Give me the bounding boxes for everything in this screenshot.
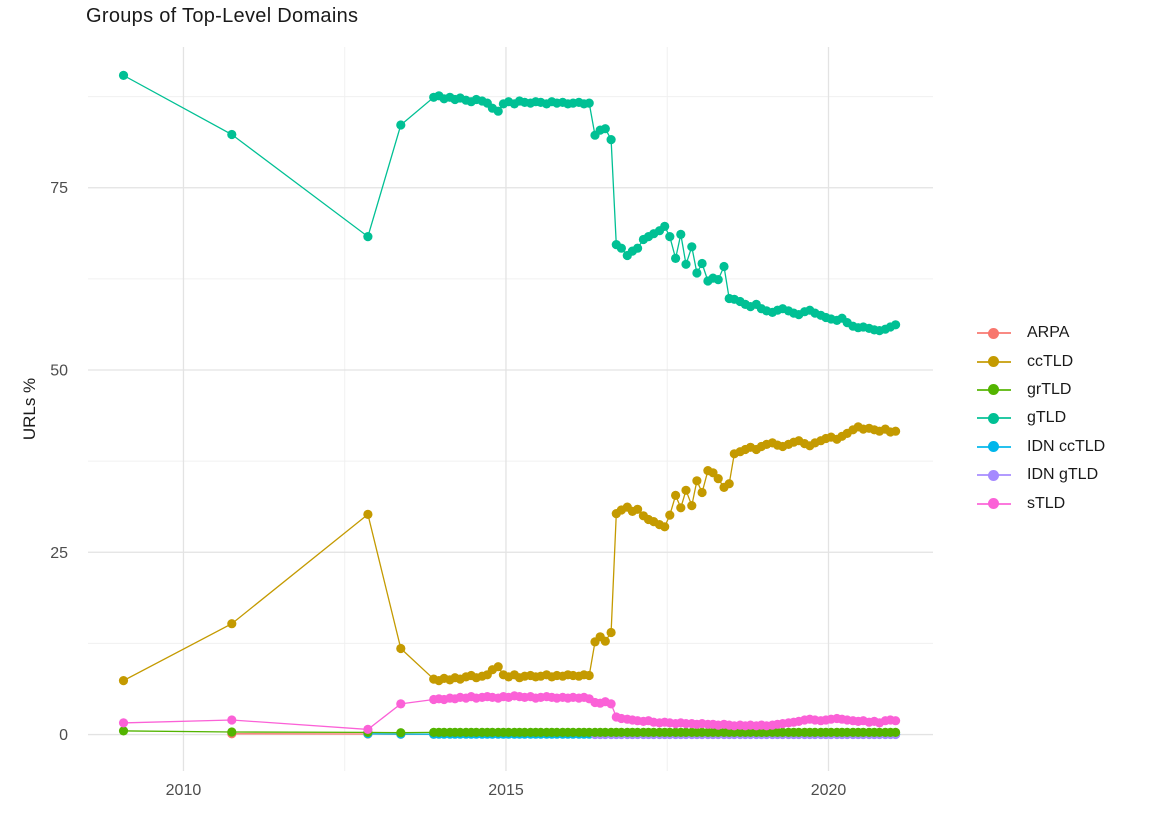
legend-label: ARPA [1027,324,1070,342]
legend-label: ccTLD [1027,352,1074,370]
legend-key-icon [977,441,1011,453]
data-point-cctld [660,522,670,532]
data-point-cctld [692,476,702,486]
legend-label: IDN gTLD [1027,466,1099,484]
data-point-stld [118,718,129,728]
data-point-cctld [724,479,734,489]
legend-item-idn-cctld: IDN ccTLD [977,433,1105,461]
data-point-cctld [363,509,373,519]
data-point-grtld [891,727,901,738]
data-point-stld [227,715,237,725]
series-stld [118,691,901,735]
legend-key-icon [977,327,1011,339]
y-tick-label: 50 [50,362,68,379]
x-tick-label: 2020 [811,782,847,799]
data-point-gtld [697,258,707,269]
data-point-cctld [697,487,707,498]
data-point-gtld [227,129,237,140]
data-point-cctld [396,643,406,654]
legend-key-icon [977,469,1011,481]
data-point-gtld [891,320,901,330]
data-point-cctld [227,619,237,629]
data-point-gtld [660,221,670,231]
axis-tick-labels: 0 25 50 75 2010 2015 2020 [50,180,846,799]
data-point-gtld [493,106,503,116]
data-point-stld [606,699,616,709]
y-tick-label: 25 [50,545,68,562]
data-point-grtld [118,726,129,736]
data-point-gtld [606,135,616,145]
data-point-gtld [584,98,594,108]
data-point-gtld [633,243,643,253]
data-point-gtld [118,70,129,80]
data-point-gtld [687,242,697,252]
legend-label: gTLD [1027,409,1067,427]
data-point-gtld [671,253,681,263]
data-point-cctld [633,504,643,514]
y-tick-label: 75 [50,180,68,197]
legend-item-grtld: grTLD [977,376,1105,404]
data-point-cctld [665,510,675,520]
legend-key-icon [977,384,1011,396]
data-point-stld [396,699,406,709]
data-point-gtld [396,120,406,130]
gridlines-major [88,47,933,771]
x-tick-label: 2010 [166,782,202,799]
y-axis-title: URLs % [20,377,39,441]
data-point-cctld [687,501,697,511]
legend-key-icon [977,498,1011,510]
x-tick-label: 2015 [488,782,524,799]
data-point-gtld [719,261,729,272]
data-point-cctld [118,676,129,686]
legend-label: sTLD [1027,494,1066,512]
gridlines-minor [88,47,933,771]
data-point-cctld [600,636,610,646]
legend-label: grTLD [1027,380,1072,398]
data-point-gtld [681,259,691,269]
data-point-cctld [671,490,681,500]
data-point-gtld [600,124,610,134]
data-point-stld [891,716,901,726]
data-point-stld [363,724,373,735]
data-point-gtld [616,243,627,253]
data-point-gtld [665,232,675,242]
data-point-gtld [676,229,686,239]
legend: ARPA ccTLD grTLD gTLD IDN ccTLD IDN gTLD sTLD [977,319,1105,518]
legend-key-icon [977,412,1011,424]
legend-item-idn-gtld: IDN gTLD [977,461,1105,489]
data-point-cctld [713,474,723,484]
data-point-gtld [713,275,723,285]
series-grtld [118,726,901,738]
data-point-grtld [396,728,406,738]
data-point-cctld [584,670,594,681]
data-point-gtld [363,232,373,242]
chart-title: Groups of Top-Level Domains [86,5,359,27]
data-point-cctld [493,662,503,672]
data-point-cctld [676,503,686,513]
legend-item-gtld: gTLD [977,404,1105,432]
data-point-gtld [692,268,702,278]
data-point-cctld [681,485,691,495]
data-point-cctld [891,426,901,436]
y-tick-label: 0 [59,727,68,744]
series-line-gtld [123,74,896,332]
legend-item-cctld: ccTLD [977,347,1105,375]
data-point-cctld [606,627,616,638]
series-gtld [118,70,901,336]
legend-item-arpa: ARPA [977,319,1105,347]
series-line-cctld [123,426,896,682]
series-cctld [118,422,901,686]
legend-item-stld: sTLD [977,489,1105,517]
legend-label: IDN ccTLD [1027,437,1106,455]
legend-key-icon [977,356,1011,368]
data-point-grtld [227,727,237,737]
